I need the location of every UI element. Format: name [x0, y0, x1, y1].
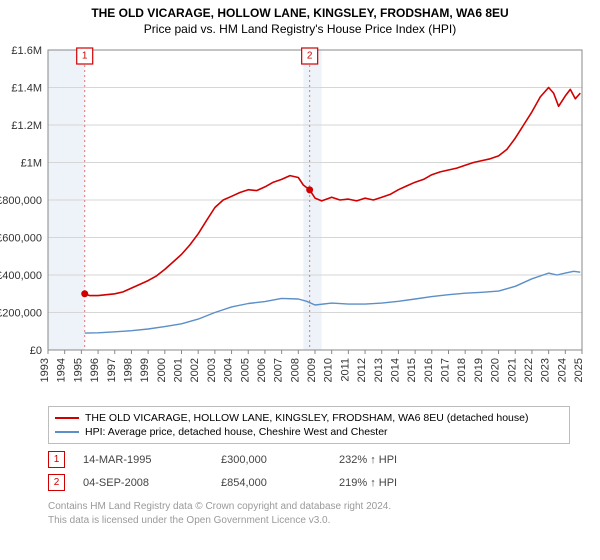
legend-label: THE OLD VICARAGE, HOLLOW LANE, KINGSLEY,…	[85, 412, 528, 424]
svg-text:£400,000: £400,000	[0, 270, 42, 282]
svg-text:£1.4M: £1.4M	[11, 83, 42, 95]
sale-price: £300,000	[221, 454, 321, 466]
svg-text:1: 1	[82, 51, 88, 62]
svg-text:2025: 2025	[573, 358, 585, 382]
svg-text:1993: 1993	[39, 358, 51, 382]
svg-text:2015: 2015	[406, 358, 418, 382]
sales-table: 1 14-MAR-1995 £300,000 232% ↑ HPI 2 04-SEP-20…	[48, 448, 570, 494]
svg-text:£1.2M: £1.2M	[11, 120, 42, 132]
chart-area: £0 £200,000 £400,000 £600,000 £800,000 £1M £1.…	[0, 40, 600, 400]
svg-text:2000: 2000	[156, 358, 168, 382]
svg-text:1997: 1997	[106, 358, 118, 382]
svg-text:£0: £0	[30, 345, 42, 357]
sale-date: 04-SEP-2008	[83, 477, 203, 489]
sale-marker: 1	[48, 451, 65, 468]
svg-text:£600,000: £600,000	[0, 233, 42, 245]
svg-text:2014: 2014	[389, 358, 401, 382]
sale-hpi: 219% ↑ HPI	[339, 477, 397, 489]
svg-text:2001: 2001	[173, 358, 185, 382]
legend-swatch	[55, 417, 79, 419]
svg-text:1994: 1994	[56, 358, 68, 382]
svg-text:2022: 2022	[523, 358, 535, 382]
svg-text:1995: 1995	[72, 358, 84, 382]
svg-text:£1M: £1M	[21, 158, 42, 170]
svg-text:2021: 2021	[506, 358, 518, 382]
svg-text:2008: 2008	[289, 358, 301, 382]
legend: THE OLD VICARAGE, HOLLOW LANE, KINGSLEY,…	[48, 406, 570, 444]
svg-text:2002: 2002	[189, 358, 201, 382]
svg-text:2016: 2016	[423, 358, 435, 382]
footer-line-2: This data is licensed under the Open Gov…	[48, 514, 570, 528]
svg-text:2009: 2009	[306, 358, 318, 382]
svg-text:2003: 2003	[206, 358, 218, 382]
svg-text:2010: 2010	[323, 358, 335, 382]
sale-hpi: 232% ↑ HPI	[339, 454, 397, 466]
chart-subtitle: Price paid vs. HM Land Registry's House …	[0, 20, 600, 40]
svg-text:2007: 2007	[273, 358, 285, 382]
svg-text:£200,000: £200,000	[0, 308, 42, 320]
sale-marker: 2	[48, 474, 65, 491]
svg-text:1996: 1996	[89, 358, 101, 382]
legend-label: HPI: Average price, detached house, Ches…	[85, 426, 388, 438]
sale-row: 1 14-MAR-1995 £300,000 232% ↑ HPI	[48, 448, 570, 471]
svg-text:1998: 1998	[122, 358, 134, 382]
svg-text:1999: 1999	[139, 358, 151, 382]
svg-text:2020: 2020	[490, 358, 502, 382]
svg-text:2018: 2018	[456, 358, 468, 382]
sale-date: 14-MAR-1995	[83, 454, 203, 466]
svg-text:2023: 2023	[540, 358, 552, 382]
svg-text:2017: 2017	[440, 358, 452, 382]
svg-text:2005: 2005	[239, 358, 251, 382]
sale-price: £854,000	[221, 477, 321, 489]
footer-attribution: Contains HM Land Registry data © Crown c…	[48, 500, 570, 527]
svg-text:2011: 2011	[339, 358, 351, 382]
legend-item: THE OLD VICARAGE, HOLLOW LANE, KINGSLEY,…	[55, 411, 563, 425]
svg-text:2004: 2004	[223, 358, 235, 382]
svg-text:2024: 2024	[556, 358, 568, 382]
legend-item: HPI: Average price, detached house, Ches…	[55, 425, 563, 439]
sale-row: 2 04-SEP-2008 £854,000 219% ↑ HPI	[48, 471, 570, 494]
svg-text:£1.6M: £1.6M	[11, 45, 42, 57]
svg-text:2006: 2006	[256, 358, 268, 382]
svg-text:2019: 2019	[473, 358, 485, 382]
svg-text:2013: 2013	[373, 358, 385, 382]
chart-title: THE OLD VICARAGE, HOLLOW LANE, KINGSLEY,…	[0, 0, 600, 20]
svg-text:2012: 2012	[356, 358, 368, 382]
line-chart-svg: £0 £200,000 £400,000 £600,000 £800,000 £1M £1.…	[0, 40, 600, 400]
footer-line-1: Contains HM Land Registry data © Crown c…	[48, 500, 570, 514]
svg-text:£800,000: £800,000	[0, 195, 42, 207]
legend-swatch	[55, 431, 79, 433]
svg-text:2: 2	[307, 51, 313, 62]
